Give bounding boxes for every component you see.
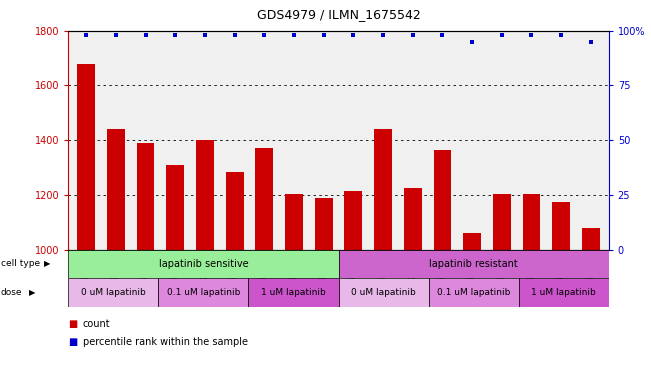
Bar	[68, 278, 158, 307]
Bar	[523, 194, 540, 250]
Bar	[339, 278, 428, 307]
Point	[141, 32, 151, 38]
Point	[348, 32, 359, 38]
Bar	[166, 165, 184, 250]
Text: GDS4979 / ILMN_1675542: GDS4979 / ILMN_1675542	[256, 8, 421, 21]
Point	[408, 32, 418, 38]
Text: dose: dose	[1, 288, 22, 297]
Point	[556, 32, 566, 38]
Point	[497, 32, 507, 38]
Text: ▶: ▶	[29, 288, 36, 297]
Text: cell type: cell type	[1, 260, 40, 268]
Point	[378, 32, 388, 38]
Bar	[428, 278, 519, 307]
Text: 1 uM lapatinib: 1 uM lapatinib	[261, 288, 326, 297]
Text: 0.1 uM lapatinib: 0.1 uM lapatinib	[167, 288, 240, 297]
Text: 1 uM lapatinib: 1 uM lapatinib	[531, 288, 596, 297]
Bar	[77, 64, 95, 250]
Text: 0.1 uM lapatinib: 0.1 uM lapatinib	[437, 288, 510, 297]
Point	[200, 32, 210, 38]
Text: ▶: ▶	[44, 260, 51, 268]
Point	[259, 32, 270, 38]
Text: 0 uM lapatinib: 0 uM lapatinib	[81, 288, 146, 297]
Bar	[582, 228, 600, 250]
Bar	[137, 143, 154, 250]
Text: ■: ■	[68, 337, 77, 347]
Bar	[226, 172, 243, 250]
Bar	[196, 140, 214, 250]
Text: count: count	[83, 319, 110, 329]
Point	[111, 32, 121, 38]
Bar	[493, 194, 511, 250]
Bar	[285, 194, 303, 250]
Bar	[249, 278, 339, 307]
Bar	[434, 150, 451, 250]
Text: lapatinib sensitive: lapatinib sensitive	[159, 259, 248, 269]
Text: lapatinib resistant: lapatinib resistant	[429, 259, 518, 269]
Point	[586, 39, 596, 45]
Bar	[464, 233, 481, 250]
Text: 0 uM lapatinib: 0 uM lapatinib	[351, 288, 416, 297]
Point	[289, 32, 299, 38]
Bar	[68, 250, 339, 278]
Bar	[158, 278, 249, 307]
Bar	[315, 198, 333, 250]
Point	[318, 32, 329, 38]
Point	[437, 32, 448, 38]
Point	[170, 32, 180, 38]
Point	[467, 39, 477, 45]
Point	[526, 32, 536, 38]
Bar	[255, 148, 273, 250]
Point	[229, 32, 240, 38]
Text: percentile rank within the sample: percentile rank within the sample	[83, 337, 247, 347]
Bar	[339, 250, 609, 278]
Text: ■: ■	[68, 319, 77, 329]
Bar	[552, 202, 570, 250]
Bar	[519, 278, 609, 307]
Bar	[374, 129, 392, 250]
Bar	[404, 188, 422, 250]
Bar	[107, 129, 125, 250]
Point	[81, 32, 91, 38]
Bar	[344, 191, 362, 250]
